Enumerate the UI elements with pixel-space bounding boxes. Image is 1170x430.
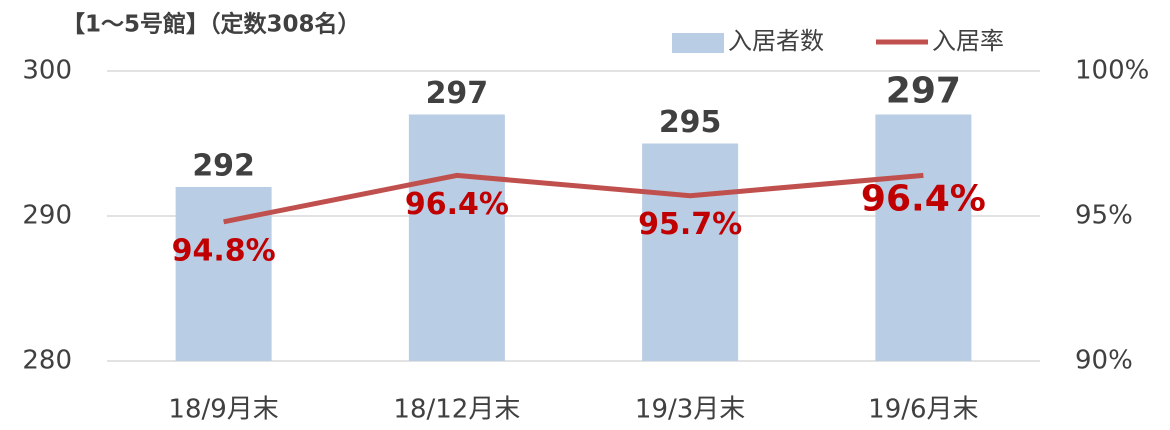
line-value-label: 96.4% [861,178,986,219]
y2-tick-label: 90% [1075,346,1133,376]
x-tick-label: 18/9月末 [168,395,278,425]
y2-tick-label: 100% [1075,56,1149,86]
bar-value-label: 297 [886,71,961,112]
line-value-label: 96.4% [405,187,509,222]
bar-value-label: 292 [192,149,255,184]
x-tick-label: 19/3月末 [635,395,745,425]
y-tick-label: 290 [22,201,72,231]
line-value-label: 95.7% [638,207,742,242]
bar-value-label: 295 [659,105,722,140]
y-tick-label: 300 [22,56,72,86]
line [223,172,924,225]
chart-title: 【1～5号館】（定数308名） [62,11,361,38]
y-tick-label: 280 [22,346,72,376]
bar [408,114,505,361]
line-value-label: 94.8% [172,233,276,268]
bar-value-label: 297 [426,76,489,111]
legend-label: 入居率 [932,27,1004,55]
x-tick-label: 19/6月末 [868,395,978,425]
legend-swatch [672,33,724,53]
y2-tick-label: 95% [1075,201,1133,231]
bar [642,143,739,361]
x-tick-label: 18/12月末 [393,395,520,425]
legend-label: 入居者数 [728,27,824,55]
bar [875,114,972,361]
